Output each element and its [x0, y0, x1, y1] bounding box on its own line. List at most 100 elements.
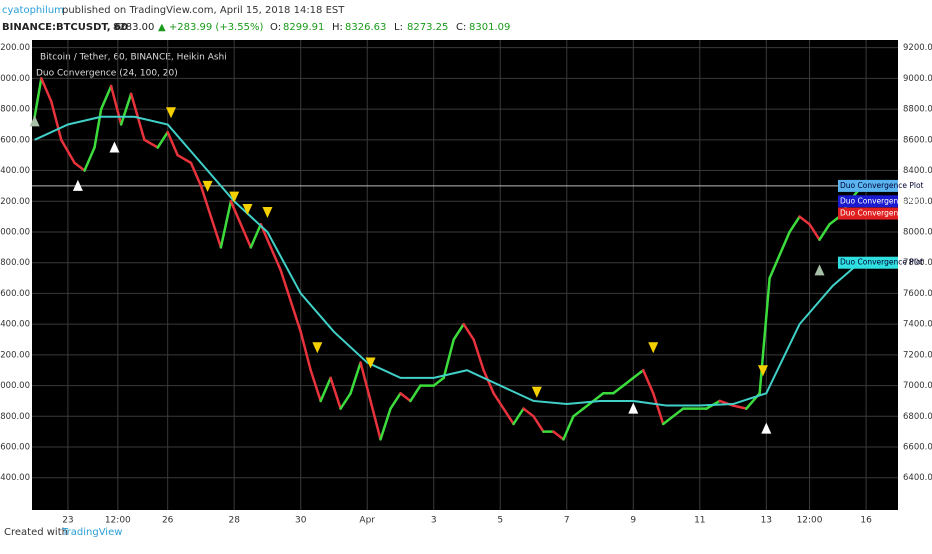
price-segment	[731, 404, 748, 410]
y-tick-label-right: 8400.00	[903, 166, 932, 176]
x-tick-label: 12:00	[105, 516, 131, 526]
y-tick-label-right: 7600.00	[903, 289, 932, 299]
price-segment	[109, 84, 123, 126]
plot-label: Duo Convergence Plot	[840, 258, 924, 267]
sell-marker	[365, 357, 376, 369]
y-tick-label: 7800.00	[0, 258, 30, 268]
price-segment	[462, 322, 475, 341]
ohlc-value: 8326.63	[345, 22, 386, 33]
price-segment	[592, 392, 605, 403]
price-segment	[93, 107, 103, 149]
y-tick-label: 8000.00	[0, 227, 30, 237]
y-tick-label: 9000.00	[0, 74, 30, 84]
brand[interactable]: TradingView	[61, 527, 122, 538]
y-tick-label: 8800.00	[0, 105, 30, 115]
published: published on TradingView.com, April 15, …	[62, 5, 345, 16]
price-segment	[532, 415, 545, 433]
plot-label: Duo Convergence Plot	[840, 181, 924, 190]
y-tick-label: 7200.00	[0, 350, 30, 360]
y-tick-label-right: 8200.00	[903, 197, 932, 207]
price-segment	[329, 376, 342, 410]
y-tick-label: 7000.00	[0, 381, 30, 391]
x-tick-label: 11	[694, 516, 705, 526]
price-segment	[156, 130, 169, 149]
price-segment	[442, 338, 455, 380]
price-segment	[562, 415, 575, 441]
plot-label: Duo Convergence Plot	[840, 209, 924, 218]
ohlc-value: 8301.09	[469, 22, 510, 33]
price-segment	[798, 215, 811, 226]
y-tick-label-right: 6400.00	[903, 473, 932, 483]
y-tick-label: 6600.00	[0, 443, 30, 453]
y-tick-label-right: 7200.00	[903, 350, 932, 360]
x-tick-label: 23	[62, 516, 73, 526]
price-segment	[143, 138, 159, 149]
price-segment	[808, 223, 821, 241]
price-segment	[472, 338, 485, 372]
price-segment	[452, 322, 465, 341]
author[interactable]: cyatophilum	[2, 5, 64, 16]
price-segment	[432, 376, 445, 387]
created-with: Created with	[4, 527, 68, 538]
sell-marker	[262, 207, 273, 219]
price-segment	[339, 392, 352, 410]
y-tick-label: 6800.00	[0, 412, 30, 422]
price-segment	[622, 376, 635, 387]
plot-label-box	[838, 207, 898, 220]
price-segment	[99, 84, 113, 111]
buy-marker	[29, 115, 40, 127]
price-segment	[768, 253, 781, 280]
price-segment	[552, 430, 565, 441]
legend-main: Bitcoin / Tether, 60, BINANCE, Heikin As…	[40, 53, 227, 63]
price-segment	[492, 392, 505, 410]
price-segment	[279, 269, 292, 303]
y-tick-label-right: 7800.00	[903, 258, 932, 268]
price-segment	[788, 215, 801, 234]
price-segment	[359, 361, 372, 403]
x-tick-label: 12:00	[797, 516, 823, 526]
price-segment	[818, 223, 831, 241]
price-segment	[409, 384, 422, 403]
price-segment	[189, 161, 203, 188]
y-tick-label-right: 7400.00	[903, 320, 932, 330]
x-tick-label: 5	[497, 516, 503, 526]
ohlc-key: O:	[270, 22, 281, 33]
sell-marker	[312, 342, 323, 354]
change: ▲ +283.99 (+3.55%)	[158, 22, 263, 33]
price-segment	[661, 415, 675, 426]
y-tick-label-right: 8600.00	[903, 135, 932, 145]
ohlc-value: 8273.25	[407, 22, 448, 33]
y-tick-label-right: 9000.00	[903, 74, 932, 84]
price-segment	[229, 200, 243, 226]
last-price: 8283.00	[113, 22, 154, 33]
y-tick-label-right: 6600.00	[903, 443, 932, 453]
y-tick-label-right: 8000.00	[903, 227, 932, 237]
y-tick-label: 7600.00	[0, 289, 30, 299]
price-segment	[572, 407, 585, 418]
buy-marker	[628, 402, 639, 414]
price-segment	[502, 407, 515, 426]
price-segment	[209, 215, 223, 249]
price-segment	[299, 330, 312, 372]
x-tick-label: Apr	[359, 516, 375, 526]
price-segment	[758, 276, 771, 395]
x-tick-label: 13	[761, 516, 772, 526]
sell-marker	[202, 180, 213, 192]
y-tick-label: 7400.00	[0, 320, 30, 330]
price-segment	[632, 368, 645, 380]
legend-indicator: Duo Convergence (24, 100, 20)	[36, 69, 178, 79]
price-segment	[482, 368, 495, 395]
plot-label-box	[838, 179, 898, 192]
sell-marker	[757, 365, 768, 377]
y-tick-label: 8200.00	[0, 197, 30, 207]
price-segment	[289, 299, 302, 334]
price-segment	[219, 200, 233, 249]
ohlc-value: 8299.91	[283, 22, 324, 33]
y-tick-label: 9200.00	[0, 43, 30, 53]
y-tick-label: 6400.00	[0, 473, 30, 483]
ohlc-key: L:	[394, 22, 403, 33]
symbol: BINANCE:BTCUSDT, 60	[2, 22, 128, 33]
price-segment	[33, 77, 43, 119]
